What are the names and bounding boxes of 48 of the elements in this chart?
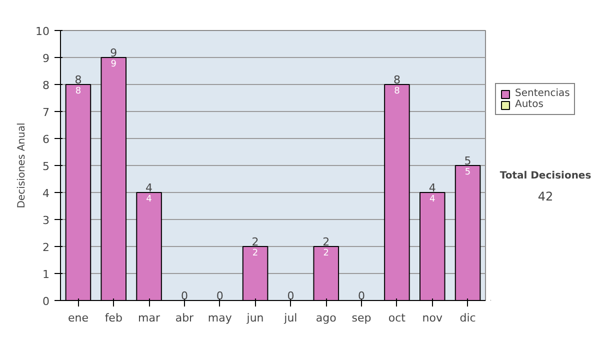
y-tick-label: 8: [42, 79, 50, 92]
x-tick-label: dic: [460, 312, 476, 324]
y-tick-label: 4: [42, 187, 50, 200]
total-label: 0: [358, 290, 366, 302]
total-label: 0: [216, 290, 224, 302]
data-label: 2: [323, 248, 329, 258]
total-label: 2: [252, 236, 259, 248]
data-label: 4: [430, 194, 436, 204]
x-tick-label: ene: [68, 312, 89, 324]
y-tick-label: 3: [42, 214, 50, 227]
x-tick-label: may: [208, 312, 232, 324]
legend-label: Autos: [515, 99, 544, 110]
total-label: 4: [146, 182, 153, 194]
y-tick-label: 9: [42, 52, 50, 65]
data-label: 5: [464, 168, 471, 178]
x-tick-label: jun: [246, 312, 264, 324]
data-label: 8: [394, 86, 400, 96]
total-label: 2: [322, 236, 330, 248]
data-label: 8: [75, 86, 82, 96]
total-label: 8: [393, 74, 400, 86]
x-tick-label: oct: [388, 312, 406, 324]
y-tick-label: 5: [42, 160, 50, 173]
legend-label: Sentencias: [515, 88, 570, 99]
x-tick-label: sep: [352, 312, 372, 324]
data-label: 4: [146, 194, 152, 204]
total-label: 0: [287, 290, 294, 302]
x-tick-label: abr: [175, 312, 194, 324]
y-tick-label: 0: [42, 295, 50, 308]
y-tick-label: 1: [42, 268, 50, 281]
y-tick-label: 10: [36, 25, 50, 38]
x-tick-label: nov: [422, 312, 443, 324]
y-tick-label: 6: [42, 133, 50, 146]
y-axis-title: Decisiones Anual: [16, 122, 28, 208]
y-tick-label: 7: [42, 106, 50, 119]
text: Total Decisiones: [500, 170, 592, 182]
total-label: 5: [464, 154, 472, 168]
text: 42: [538, 190, 554, 204]
total-label: 0: [180, 290, 188, 302]
x-tick-label: mar: [138, 312, 161, 324]
total-label: 9: [110, 46, 118, 60]
total-label: 4: [428, 182, 436, 194]
data-label: 9: [110, 60, 117, 70]
data-label: 2: [252, 248, 258, 258]
y-tick-label: 2: [42, 241, 50, 254]
total-label: 8: [74, 74, 82, 86]
x-tick-label: feb: [104, 312, 122, 324]
x-tick-label: ago: [316, 312, 337, 324]
x-tick-label: jul: [283, 312, 298, 324]
